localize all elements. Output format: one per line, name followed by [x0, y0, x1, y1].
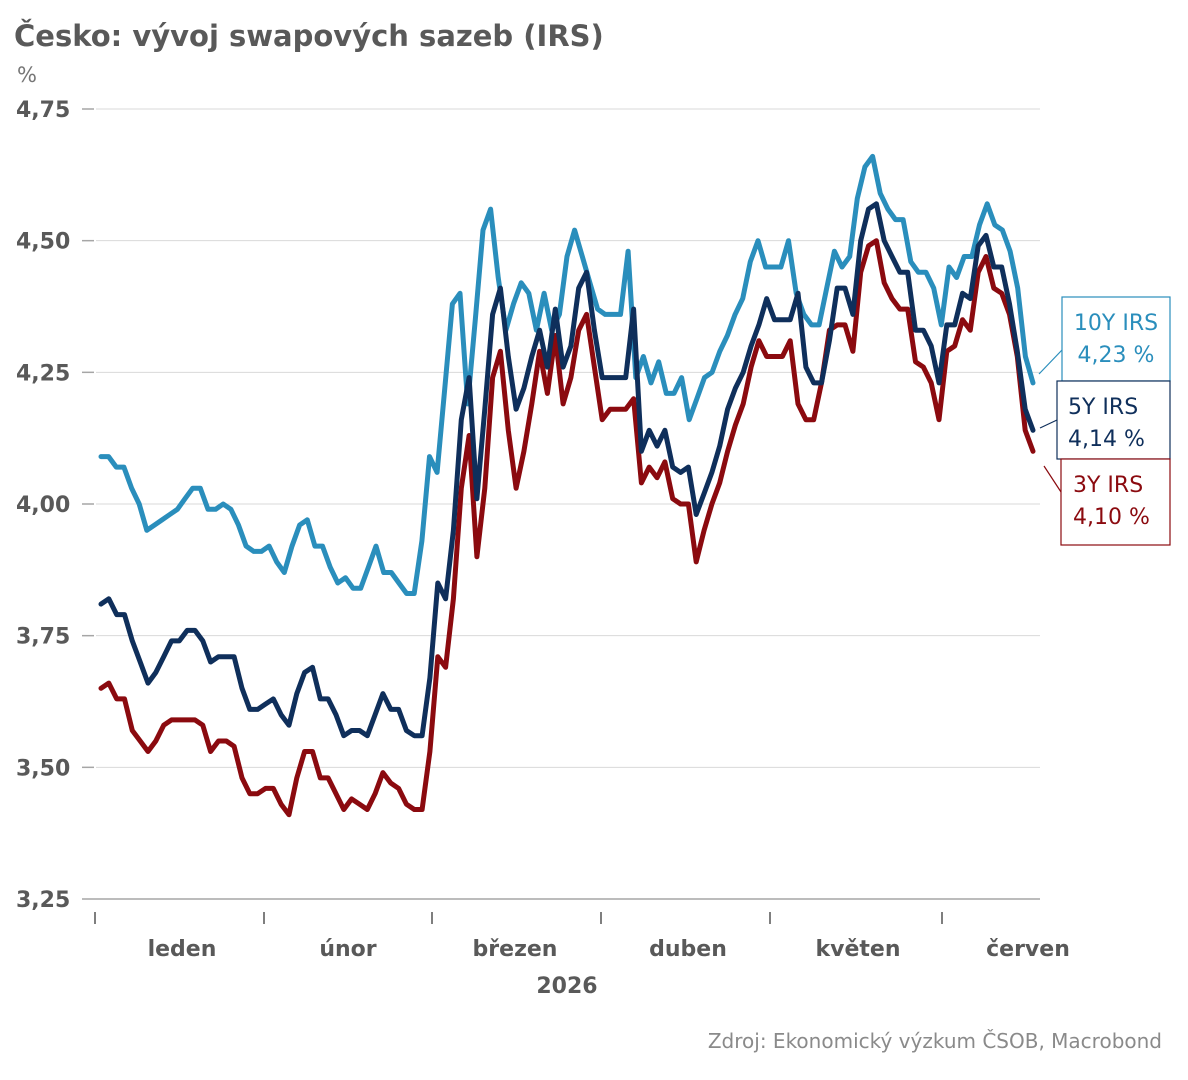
series-name-label: 3Y IRS: [1073, 473, 1143, 498]
series-line-5y-irs: [98, 201, 1036, 739]
series-lines: [98, 153, 1036, 818]
x-tick-label: březen: [473, 937, 558, 962]
end-label-5y-irs: 5Y IRS 4,14 %: [1039, 380, 1171, 460]
chart-title: Česko: vývoj swapových sazeb (IRS): [14, 19, 604, 53]
y-tick-label: 3,25: [16, 888, 70, 913]
callout-box: [1060, 458, 1171, 546]
y-tick-label: 4,25: [16, 361, 70, 386]
callout-box: [1061, 296, 1171, 382]
series-value-label: 4,14 %: [1068, 427, 1145, 452]
y-unit-label: %: [17, 63, 37, 87]
series-line-10y-irs: [98, 153, 1036, 596]
series-line-3y-irs: [98, 238, 1036, 818]
series-name-label: 5Y IRS: [1068, 395, 1138, 420]
gridlines: [96, 108, 1040, 900]
series-value-label: 4,10 %: [1073, 505, 1150, 530]
x-axis-ticks: leden únor březen duben květen červen: [94, 912, 1070, 962]
callout-pointer: [1038, 349, 1063, 375]
series-name-label: 10Y IRS: [1074, 311, 1158, 336]
end-labels: 10Y IRS 4,23 % 5Y IRS 4,14 % 3Y IRS 4,10 %: [1038, 296, 1171, 546]
callout-pointer: [1043, 465, 1062, 493]
y-tick-label: 3,50: [16, 756, 70, 781]
y-tick-label: 4,50: [16, 230, 70, 255]
source-note: Zdroj: Ekonomický výzkum ČSOB, Macrobond: [708, 1029, 1162, 1053]
y-tick-label: 4,75: [16, 98, 70, 123]
x-tick-label: leden: [148, 937, 217, 962]
x-tick-label: květen: [816, 937, 901, 962]
x-tick-label: únor: [319, 937, 376, 962]
end-label-3y-irs: 3Y IRS 4,10 %: [1043, 458, 1171, 546]
callout-pointer: [1039, 419, 1058, 429]
y-tick-label: 4,00: [16, 493, 70, 518]
x-axis-year-label: 2026: [536, 974, 597, 999]
y-tick-label: 3,75: [16, 625, 70, 650]
x-tick-label: červen: [986, 937, 1070, 962]
end-label-10y-irs: 10Y IRS 4,23 %: [1038, 296, 1171, 382]
y-axis-ticks: 4,75 4,50 4,25 4,00 3,75 3,50 3,25: [16, 98, 94, 913]
series-value-label: 4,23 %: [1078, 343, 1155, 368]
x-tick-label: duben: [649, 937, 727, 962]
